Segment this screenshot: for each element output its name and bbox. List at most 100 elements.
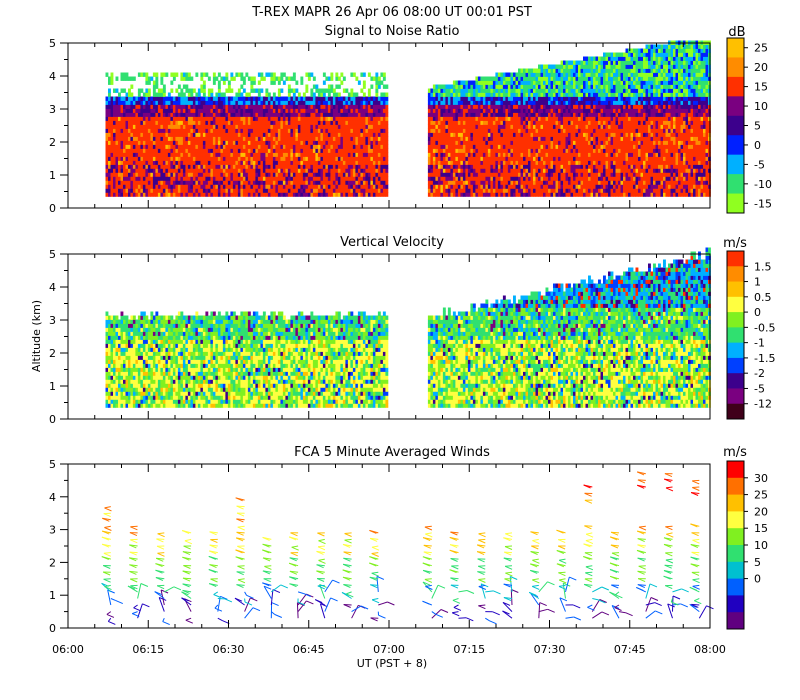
snr-cell bbox=[553, 168, 556, 173]
snr-cell bbox=[507, 88, 511, 93]
snr-cell bbox=[452, 136, 456, 141]
snr-cell bbox=[553, 148, 556, 153]
snr-cell bbox=[200, 120, 204, 125]
snr-cell bbox=[307, 160, 311, 165]
snr-cell bbox=[212, 72, 216, 77]
snr-cell bbox=[352, 164, 356, 169]
snr-cell bbox=[475, 84, 479, 89]
snr-cell bbox=[202, 144, 206, 149]
snr-cell bbox=[347, 188, 351, 193]
snr-cell bbox=[315, 140, 319, 145]
snr-cell bbox=[150, 112, 154, 117]
snr-cell bbox=[210, 160, 214, 165]
snr-cell bbox=[118, 100, 121, 105]
snr-cell bbox=[350, 88, 354, 93]
snr-cell bbox=[505, 128, 509, 133]
snr-cell bbox=[177, 184, 181, 189]
snr-cell bbox=[222, 120, 226, 125]
snr-cell bbox=[340, 120, 344, 125]
snr-cell bbox=[477, 124, 481, 129]
snr-cell bbox=[487, 96, 491, 101]
snr-cell bbox=[118, 108, 121, 113]
snr-cell bbox=[225, 116, 229, 121]
snr-cell bbox=[490, 188, 494, 193]
snr-cell bbox=[167, 108, 171, 113]
snr-cell bbox=[367, 104, 371, 109]
snr-cell bbox=[482, 172, 486, 177]
snr-cell bbox=[555, 92, 559, 97]
snr-cell bbox=[118, 192, 121, 197]
snr-cell bbox=[297, 188, 301, 193]
snr-cell bbox=[115, 132, 119, 137]
snr-cell bbox=[140, 128, 144, 133]
snr-cell bbox=[472, 144, 476, 149]
snr-cell bbox=[232, 132, 236, 137]
snr-cell bbox=[275, 104, 279, 109]
snr-cell bbox=[262, 180, 266, 185]
snr-cell bbox=[375, 140, 379, 145]
snr-cell bbox=[142, 100, 146, 105]
snr-cell bbox=[120, 116, 124, 121]
snr-cell bbox=[482, 112, 486, 117]
snr-cell bbox=[255, 112, 259, 117]
snr-cell bbox=[108, 100, 111, 105]
snr-cell bbox=[132, 140, 136, 145]
snr-cell bbox=[563, 148, 566, 153]
snr-cell bbox=[115, 136, 119, 141]
snr-cell bbox=[445, 184, 449, 189]
snr-cell bbox=[237, 168, 241, 173]
snr-cell bbox=[382, 148, 386, 153]
snr-cell bbox=[347, 112, 351, 117]
snr-cell bbox=[320, 160, 324, 165]
snr-cell bbox=[462, 136, 466, 141]
snr-cell bbox=[465, 176, 469, 181]
snr-cell bbox=[535, 80, 539, 85]
snr-cell bbox=[457, 128, 461, 133]
snr-cell bbox=[252, 88, 256, 93]
snr-cell bbox=[280, 140, 284, 145]
snr-cell bbox=[357, 128, 361, 133]
snr-cell bbox=[535, 124, 539, 129]
snr-cell bbox=[110, 188, 114, 193]
snr-cell bbox=[515, 192, 519, 197]
snr-cell bbox=[560, 64, 564, 69]
snr-cell bbox=[573, 132, 576, 137]
snr-cell bbox=[320, 188, 324, 193]
snr-cell bbox=[538, 156, 541, 161]
snr-cell bbox=[502, 80, 506, 85]
snr-cell bbox=[563, 160, 566, 165]
snr-cell bbox=[142, 172, 146, 177]
snr-cell bbox=[115, 88, 119, 93]
snr-cell bbox=[472, 100, 476, 105]
snr-cell bbox=[565, 176, 569, 181]
snr-cell bbox=[452, 96, 456, 101]
snr-cell bbox=[175, 188, 179, 193]
snr-cell bbox=[518, 176, 521, 181]
snr-cell bbox=[365, 120, 369, 125]
snr-cell bbox=[513, 88, 516, 93]
snr-cell bbox=[450, 96, 454, 101]
snr-cell bbox=[327, 100, 331, 105]
snr-cell bbox=[287, 192, 291, 197]
snr-cell bbox=[362, 192, 366, 197]
snr-cell bbox=[472, 172, 476, 177]
snr-cell bbox=[485, 156, 489, 161]
snr-cell bbox=[230, 144, 234, 149]
snr-cell bbox=[510, 192, 514, 197]
snr-cell bbox=[113, 148, 116, 153]
snr-cell bbox=[185, 144, 189, 149]
snr-cell bbox=[382, 192, 386, 197]
snr-cell bbox=[377, 156, 381, 161]
snr-cell bbox=[285, 180, 289, 185]
snr-cell bbox=[362, 132, 366, 137]
snr-cell bbox=[192, 108, 196, 113]
snr-cell bbox=[555, 68, 559, 73]
snr-cell bbox=[250, 124, 254, 129]
snr-cell bbox=[170, 96, 174, 101]
snr-cell bbox=[130, 176, 134, 181]
snr-cell bbox=[285, 160, 289, 165]
snr-cell bbox=[147, 88, 151, 93]
snr-cell bbox=[520, 80, 524, 85]
snr-cell bbox=[492, 120, 496, 125]
snr-cell bbox=[548, 176, 551, 181]
